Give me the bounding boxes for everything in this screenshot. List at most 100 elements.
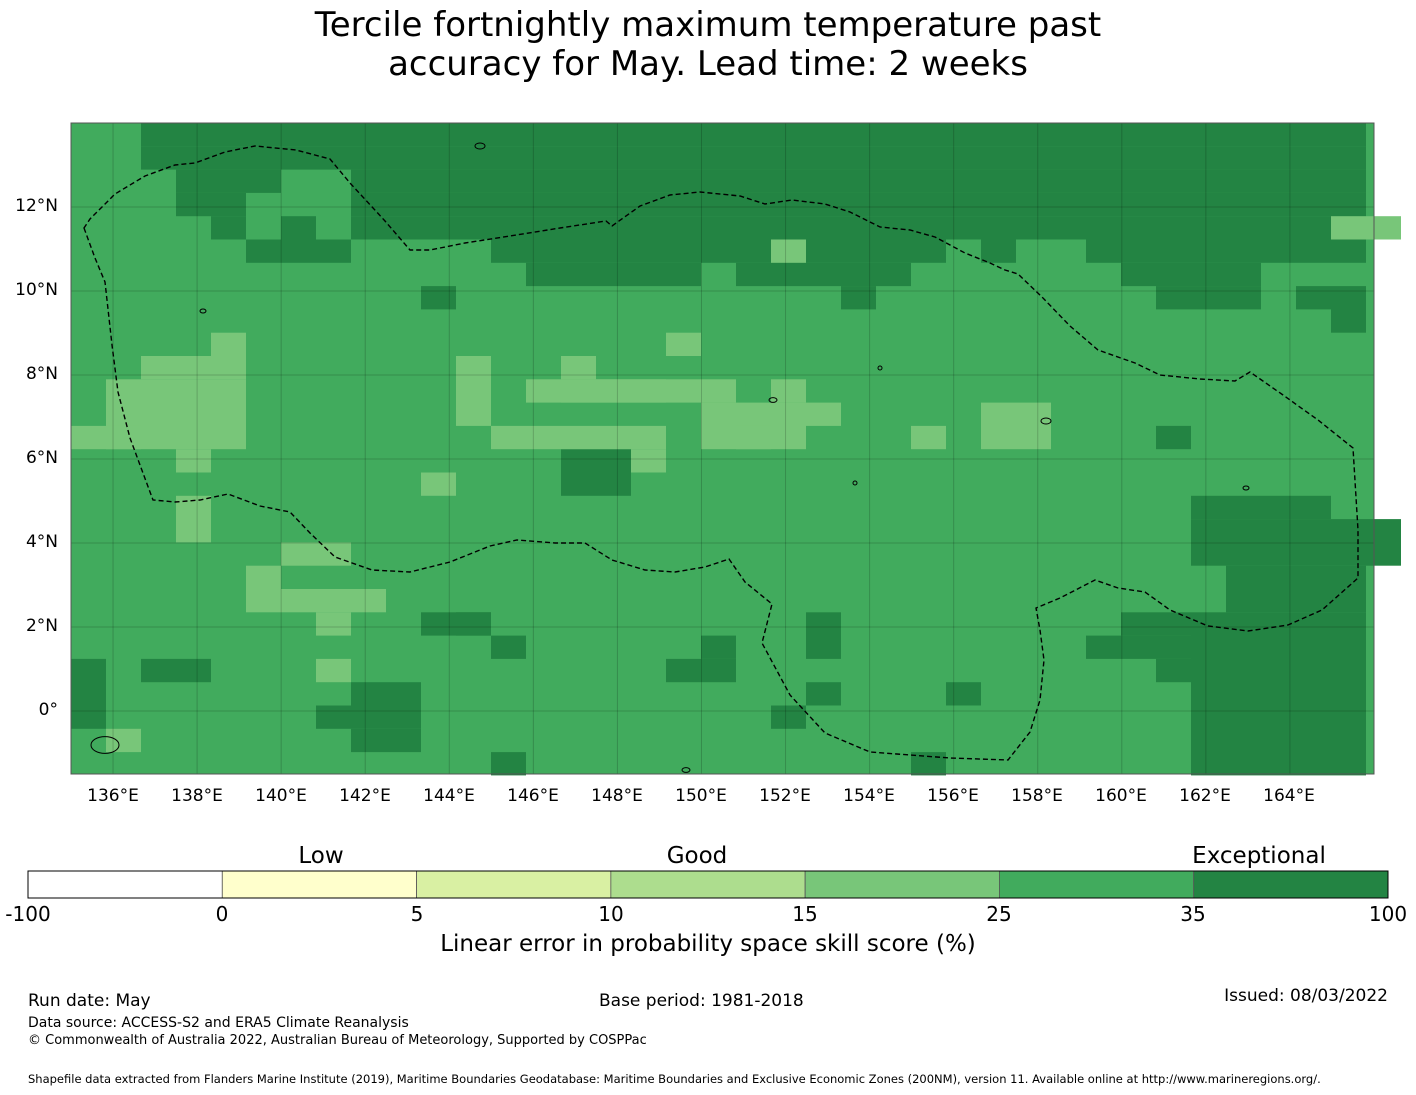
colorbar-tick-label: 10 <box>598 902 624 926</box>
skill-cell <box>666 332 701 356</box>
skill-cell <box>1086 239 1366 263</box>
island-outline <box>1242 485 1250 491</box>
colorbar <box>27 870 1389 899</box>
skill-grid-cells <box>71 123 1401 776</box>
skill-cell <box>596 472 631 496</box>
skill-cell <box>176 169 281 193</box>
title-line-1: Tercile fortnightly maximum temperature … <box>314 5 1102 45</box>
skill-cell <box>176 449 211 473</box>
issued-date: Issued: 08/03/2022 <box>1224 986 1388 1006</box>
skill-cell <box>316 612 351 636</box>
skill-cell <box>596 449 631 473</box>
colorbar-segment <box>27 870 223 899</box>
lon-tick-label: 138°E <box>171 786 223 806</box>
skill-cell <box>386 682 421 706</box>
island-outline <box>768 397 778 403</box>
lon-tick-label: 144°E <box>423 786 475 806</box>
colorbar-segment <box>416 870 612 899</box>
skill-cell <box>1331 286 1366 333</box>
skill-cell <box>1156 425 1191 450</box>
colorbar-segment <box>610 870 806 899</box>
skill-cell <box>351 682 386 706</box>
lat-tick-label: 6°N <box>25 448 58 468</box>
skill-cell <box>351 728 421 753</box>
lat-tick-label: 0° <box>38 700 58 720</box>
skill-cell <box>1331 216 1366 240</box>
eez-boundary <box>83 145 1359 761</box>
lon-tick-label: 152°E <box>759 786 811 806</box>
lat-tick-label: 2°N <box>25 616 58 636</box>
skill-cell <box>106 728 141 753</box>
skill-cell <box>316 658 351 683</box>
skill-cell <box>561 472 596 496</box>
skill-cell <box>911 752 946 776</box>
lon-tick-label: 158°E <box>1011 786 1063 806</box>
skill-cell <box>351 169 1366 193</box>
colorbar-segment <box>1193 870 1389 899</box>
skill-cell <box>1121 262 1261 287</box>
skill-cell <box>246 239 281 263</box>
skill-cell <box>281 239 351 263</box>
shapefile-credit: Shapefile data extracted from Flanders M… <box>28 1072 1321 1086</box>
colorbar-tick-label: 100 <box>1368 902 1408 926</box>
chart-title: Tercile fortnightly maximum temperature … <box>0 6 1416 84</box>
skill-cell <box>211 332 246 356</box>
skill-cell <box>456 612 491 636</box>
skill-cell <box>246 565 281 613</box>
lon-tick-label: 160°E <box>1095 786 1147 806</box>
island-outline <box>1040 417 1052 425</box>
skill-cell <box>71 658 106 729</box>
colorbar-segment <box>804 870 1000 899</box>
lon-tick-label: 142°E <box>339 786 391 806</box>
skill-cell <box>351 216 1366 240</box>
colorbar-tick-label: -100 <box>5 902 51 926</box>
lat-tick-label: 10°N <box>15 280 58 300</box>
colorbar-outline <box>27 870 1389 899</box>
skill-cell <box>141 123 1366 147</box>
skill-cell <box>736 262 911 287</box>
island-outline <box>474 142 486 150</box>
skill-cell <box>1156 286 1261 310</box>
skill-cell <box>701 635 736 659</box>
skill-cell <box>421 472 456 496</box>
skill-cell <box>211 216 246 240</box>
lon-tick-label: 154°E <box>843 786 895 806</box>
lon-tick-label: 148°E <box>591 786 643 806</box>
colorbar-tick-label: 15 <box>792 902 818 926</box>
skill-cell <box>911 425 946 450</box>
skill-cell <box>281 216 316 240</box>
skill-cell <box>491 425 666 450</box>
island-outline <box>90 736 120 754</box>
skill-cell <box>736 425 771 450</box>
skill-cell <box>1121 612 1191 636</box>
island-outline <box>199 308 207 314</box>
skill-cell <box>526 379 736 403</box>
skill-cell <box>561 356 596 380</box>
island-outline <box>877 365 883 371</box>
skill-cell <box>806 612 841 659</box>
island-outline <box>681 767 691 773</box>
run-date: Run date: May <box>28 991 151 1011</box>
skill-cell <box>806 682 841 706</box>
skill-cell <box>841 286 876 310</box>
colorbar-tick-label: 35 <box>1180 902 1206 926</box>
skill-cell <box>71 425 141 450</box>
skill-cell <box>771 705 806 729</box>
data-source: Data source: ACCESS-S2 and ERA5 Climate … <box>28 1015 409 1031</box>
skill-cell <box>176 192 246 217</box>
lat-tick-label: 12°N <box>15 196 58 216</box>
lon-tick-label: 164°E <box>1263 786 1315 806</box>
colorbar-tick-label: 25 <box>986 902 1012 926</box>
lat-tick-label: 4°N <box>25 532 58 552</box>
lon-tick-label: 156°E <box>927 786 979 806</box>
lon-tick-label: 146°E <box>507 786 559 806</box>
colorbar-segment <box>221 870 417 899</box>
coastlines <box>90 142 1250 773</box>
legend-category-low: Low <box>298 843 344 869</box>
copyright: © Commonwealth of Australia 2022, Austra… <box>28 1033 647 1048</box>
skill-cell <box>1156 658 1191 683</box>
skill-cell <box>1191 519 1401 566</box>
island-outline <box>852 480 858 486</box>
skill-cell <box>176 146 1366 170</box>
colorbar-tick-label: 0 <box>215 902 229 926</box>
